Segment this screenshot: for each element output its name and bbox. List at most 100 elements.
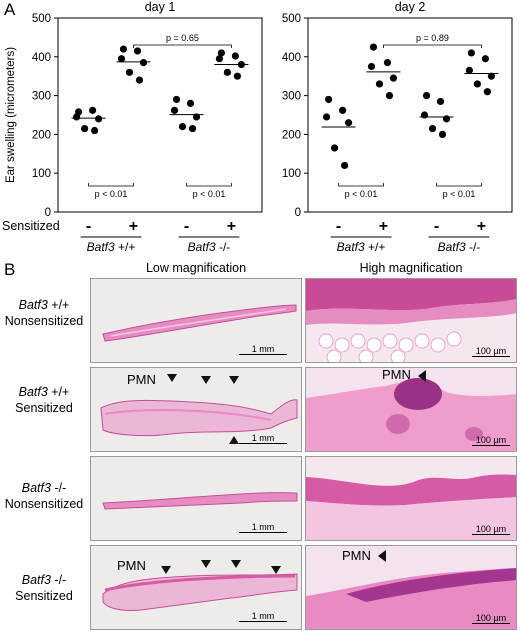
scale-line-high-2 (472, 444, 510, 446)
micrograph-low-row-3: 1 mm (90, 456, 302, 541)
y-tick-label: 200 (282, 129, 301, 141)
data-point (473, 80, 481, 88)
skin-section-low-2 (100, 399, 298, 437)
skin-section-high-2 (306, 378, 516, 451)
row-label-3-genotype: Batf3 (21, 481, 51, 495)
scale-bar-low-3: 1 mm (239, 522, 287, 535)
pmn-label-low-4: PMN (117, 558, 146, 573)
data-point (428, 124, 437, 133)
scale-label-low-1: 1 mm (251, 343, 275, 354)
row-label-1: Batf3 +/+ Nonsensitized (0, 297, 88, 329)
data-point (95, 115, 103, 123)
data-point (192, 113, 201, 121)
y-tick-label: 0 (295, 207, 301, 219)
row-label-4-condition: Sensitized (15, 589, 73, 603)
data-point (339, 106, 347, 114)
scale-line-low-2 (239, 442, 287, 444)
y-tick-label: 500 (282, 13, 301, 25)
group-label: Batf3 -/- (188, 240, 231, 254)
scale-label-low-2: 1 mm (251, 432, 275, 443)
panel-a-letter: A (4, 0, 16, 19)
plot-frame (307, 17, 513, 213)
panel-b: B (0, 258, 520, 631)
data-point (178, 123, 187, 131)
column-header-low: Low magnification (145, 261, 247, 275)
micrograph-low-row-1: 1 mm (90, 278, 302, 363)
scale-line-high-1 (472, 355, 510, 357)
data-point (436, 97, 445, 106)
p-value-label: p < 0.01 (95, 189, 128, 199)
scale-bar-high-2: 100 µm (472, 435, 510, 448)
skin-section-high-3 (306, 457, 516, 540)
p-value-label: p < 0.01 (443, 189, 476, 199)
micrograph-high-row-1: 100 µm (305, 278, 517, 363)
sensitized-marker: - (336, 218, 341, 235)
micrograph-low-row-4: PMN 1 mm (90, 545, 302, 630)
ear-swelling-charts: day 1 0 100 200 300 400 500 Ear swelling (micro… (2, 0, 513, 254)
scale-line-low-4 (239, 620, 287, 622)
data-point (172, 95, 181, 104)
data-point (341, 161, 349, 170)
significance-bracket (436, 183, 482, 187)
data-point (89, 106, 97, 114)
significance-bracket (383, 44, 482, 48)
scale-bar-high-3: 100 µm (472, 524, 510, 537)
data-point (375, 80, 384, 88)
sensitized-marker: - (434, 218, 439, 235)
chart-title: day 2 (395, 0, 426, 14)
data-point (125, 68, 134, 76)
scale-label-high-2: 100 µm (475, 434, 507, 445)
pmn-arrow-high-2 (418, 370, 426, 382)
sensitized-marker: + (379, 218, 388, 235)
p-value-label: p = 0.65 (166, 33, 199, 43)
row-label-4-suffix: -/- (50, 573, 67, 587)
sensitized-marker: + (129, 218, 138, 235)
data-point (467, 49, 475, 57)
data-point (367, 62, 376, 71)
group-label: Batf3 +/+ (337, 240, 386, 254)
sensitized-marker: - (86, 218, 91, 235)
sensitized-marker: + (227, 218, 236, 235)
scale-label-high-1: 100 µm (475, 345, 507, 356)
row-label-1-genotype: Batf3 (18, 298, 48, 312)
y-tick-label: 100 (32, 168, 51, 180)
skin-section-low-3 (102, 492, 298, 510)
skin-section-low-1 (102, 304, 297, 342)
data-point (215, 55, 223, 63)
significance-bracket (133, 44, 232, 48)
panel-b-letter: B (4, 260, 16, 279)
data-point (139, 59, 148, 67)
data-point (389, 74, 398, 82)
y-tick-label: 500 (32, 13, 51, 25)
significance-bracket (186, 183, 232, 187)
y-tick-label: 300 (32, 91, 51, 103)
data-point (369, 43, 378, 51)
row-label-3: Batf3 -/- Nonsensitized (0, 480, 88, 512)
micrograph-high-row-2: PMN 100 µm (305, 367, 517, 452)
p-value-label: p < 0.01 (193, 189, 226, 199)
p-value-label: p < 0.01 (345, 189, 378, 199)
group-label: Batf3 -/- (438, 240, 481, 254)
y-tick-label: 400 (282, 52, 301, 64)
data-point (233, 72, 241, 80)
pmn-arrows-low-4 (161, 560, 281, 574)
scale-label-low-4: 1 mm (251, 610, 275, 621)
sensitized-marker: - (184, 218, 189, 235)
data-point (385, 92, 394, 100)
row-label-3-condition: Nonsensitized (4, 497, 84, 511)
data-point (91, 126, 99, 135)
sensitized-row-label: Sensitized (2, 219, 60, 233)
data-point (135, 76, 144, 84)
scale-bar-high-1: 100 µm (472, 346, 510, 359)
scale-line-low-1 (239, 353, 287, 355)
data-point (325, 95, 333, 104)
data-point (438, 130, 447, 138)
data-point (186, 99, 195, 107)
row-label-2: Batf3 +/+ Sensitized (0, 384, 88, 416)
row-label-4-genotype: Batf3 (21, 573, 51, 587)
scale-bar-low-2: 1 mm (239, 433, 287, 446)
data-point (422, 92, 431, 100)
skin-section-high-4 (306, 568, 516, 629)
row-label-2-condition: Sensitized (15, 401, 73, 415)
data-point (442, 115, 451, 123)
